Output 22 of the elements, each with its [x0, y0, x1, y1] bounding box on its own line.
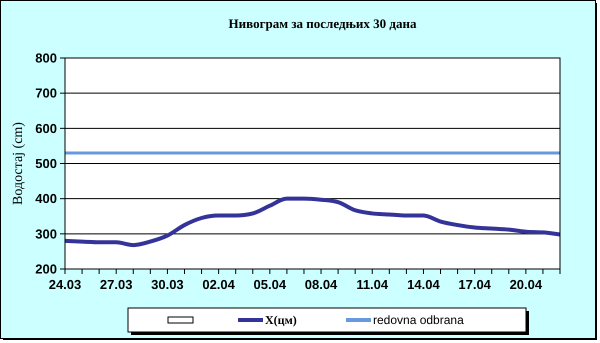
- y-tick-label: 400: [35, 191, 57, 206]
- x-tick-label: 24.03: [48, 277, 82, 292]
- y-axis-title: Водостај (cm): [11, 122, 26, 205]
- x-tick-label: 11.04: [356, 277, 389, 292]
- x-tick-label: 27.03: [100, 277, 132, 292]
- y-tick-label: 200: [35, 262, 57, 277]
- x-tick-label: 08.04: [304, 277, 338, 292]
- x-tick-label: 17.04: [458, 277, 492, 292]
- y-tick-label: 600: [35, 120, 57, 136]
- x-tick-label: 30.03: [151, 277, 184, 292]
- y-tick-label: 800: [35, 50, 57, 66]
- legend-label: X(цм): [265, 313, 297, 328]
- y-tick-label: 500: [35, 156, 57, 172]
- x-tick-label: 02.04: [202, 277, 236, 292]
- y-tick-label: 700: [35, 86, 57, 101]
- x-tick-label: 20.04: [510, 277, 543, 292]
- legend-label: redovna odbrana: [373, 313, 464, 328]
- x-tick-label: 14.04: [407, 277, 440, 292]
- chart-title: Нивограм за последњих 30 дана: [228, 16, 417, 31]
- y-tick-label: 300: [35, 226, 57, 242]
- x-tick-label: 05.04: [254, 277, 287, 292]
- line-series: [63, 196, 562, 248]
